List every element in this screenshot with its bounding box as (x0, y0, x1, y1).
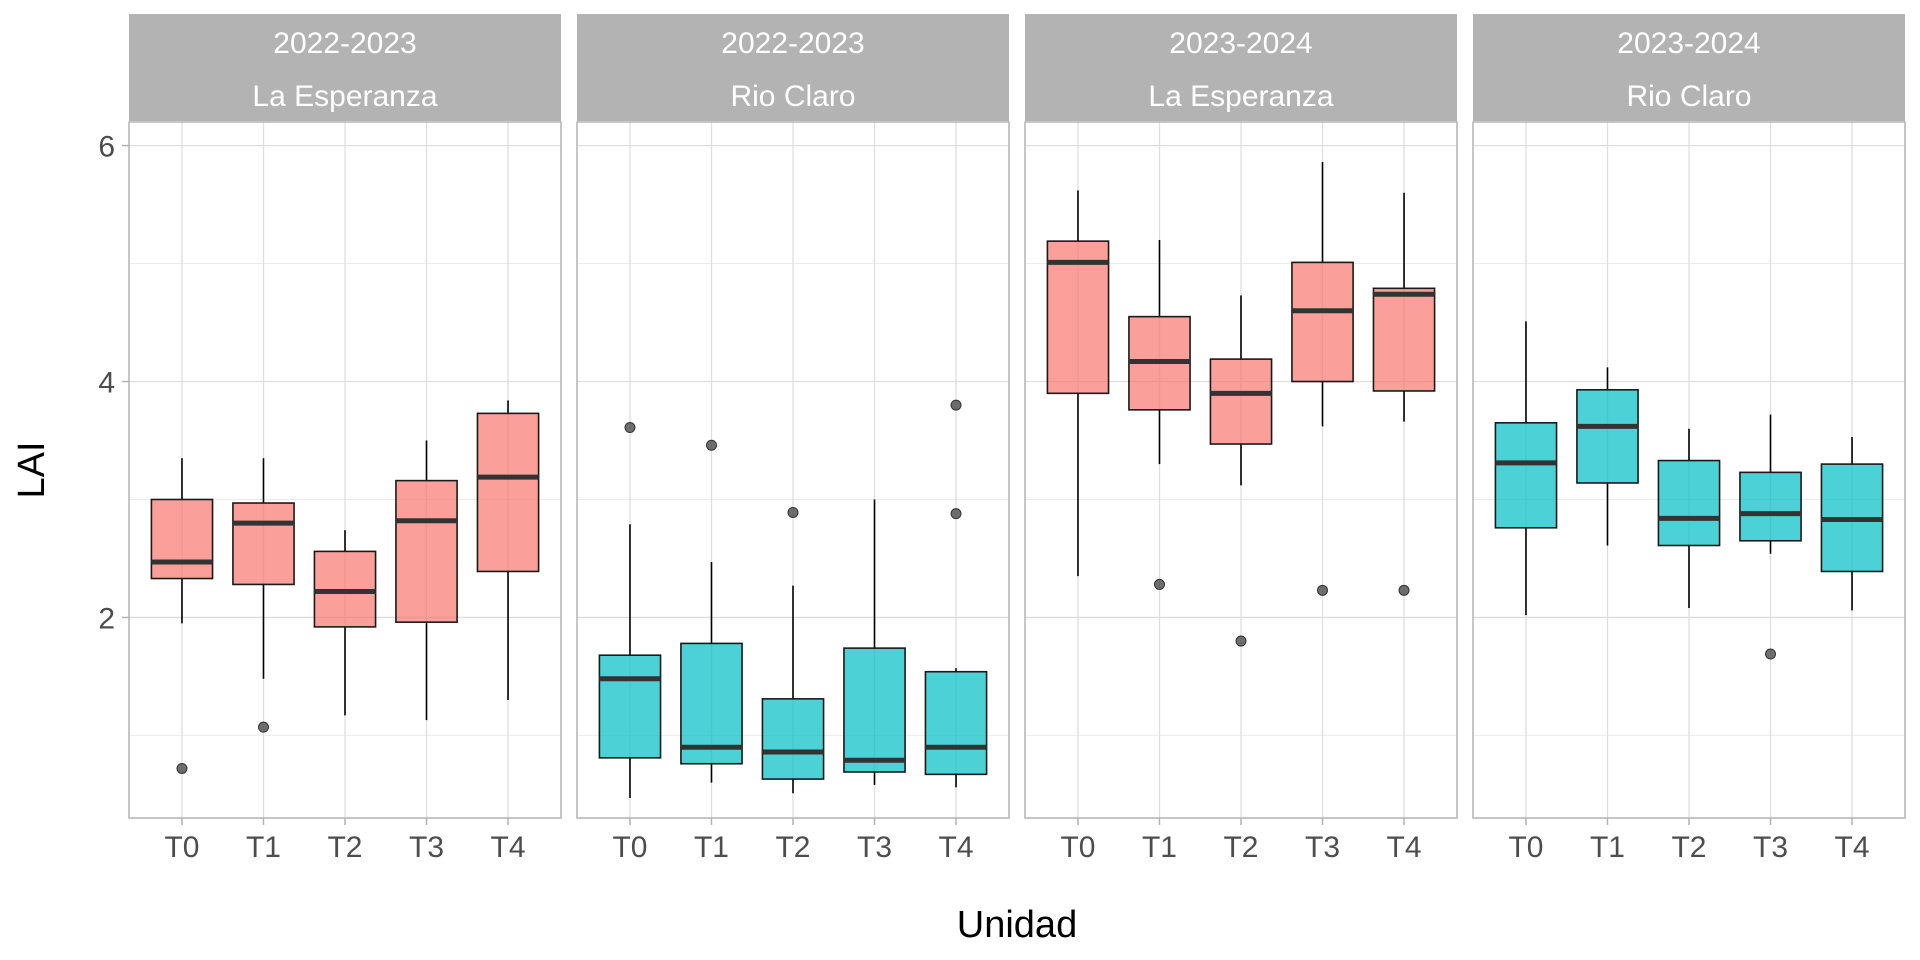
box-T0 (150, 458, 214, 774)
outlier-point (257, 721, 269, 733)
x-tick-label: T3 (1753, 831, 1788, 864)
box-T4 (1820, 436, 1884, 611)
box-iqr (761, 698, 825, 780)
x-tick-label: T0 (164, 831, 199, 864)
box-T2 (313, 530, 377, 716)
facet-site-label: La Esperanza (1148, 80, 1333, 113)
outlier-point (1765, 648, 1777, 660)
box-iqr (1209, 358, 1273, 445)
x-tick-label: T2 (775, 831, 810, 864)
box-T4 (476, 400, 540, 701)
x-axis-title: Unidad (957, 904, 1077, 946)
outlier-point (624, 422, 636, 434)
outlier-point (950, 508, 962, 520)
box-iqr (1576, 388, 1639, 484)
box-T3 (1739, 414, 1802, 660)
x-tick-label: T4 (1387, 831, 1422, 864)
facet-strip (577, 14, 1009, 121)
box-T3 (1291, 162, 1354, 596)
panel-3: 2023-2024 La Esperanza T0 T1 T2 T3 T4 (1024, 14, 1458, 864)
x-tick-label: T3 (857, 831, 892, 864)
x-tick-label: T3 (1305, 831, 1340, 864)
outlier-point (1235, 635, 1247, 647)
y-tick-label: 2 (98, 602, 115, 635)
x-tick-label: T1 (246, 831, 281, 864)
x-tick-label: T0 (1508, 831, 1543, 864)
box-iqr (232, 502, 295, 586)
x-tick-label: T4 (491, 831, 526, 864)
box-iqr (395, 479, 458, 623)
facet-site-label: Rio Claro (1626, 80, 1751, 113)
box-T0 (1046, 190, 1110, 577)
box-T1 (1576, 367, 1639, 546)
box-iqr (1739, 471, 1802, 542)
box-T3 (843, 499, 906, 785)
y-axis-title: LAI (11, 441, 53, 498)
box-T0 (598, 422, 662, 798)
panel-1: 2022-2023 La Esperanza T0 T1 T2 T3 T4 (128, 14, 562, 864)
x-tick-label: T1 (1142, 831, 1177, 864)
panel-4: 2023-2024 Rio Claro T0 T1 T2 T3 T4 (1472, 14, 1906, 864)
box-T1 (680, 439, 743, 783)
box-T4 (924, 399, 988, 788)
box-iqr (476, 412, 540, 573)
x-tick-label: T2 (1671, 831, 1706, 864)
x-tick-label: T1 (694, 831, 729, 864)
box-iqr (1046, 240, 1110, 395)
facet-season-label: 2023-2024 (1617, 27, 1760, 60)
facet-season-label: 2022-2023 (273, 27, 416, 60)
x-tick-label: T4 (939, 831, 974, 864)
y-tick-label: 4 (98, 367, 115, 400)
facet-strip (1473, 14, 1905, 121)
outlier-point (1317, 584, 1329, 596)
outlier-point (787, 506, 799, 518)
panel-2: 2022-2023 Rio Claro T0 T1 T2 T3 T4 (576, 14, 1010, 864)
box-T1 (1128, 239, 1191, 590)
x-tick-label: T2 (1223, 831, 1258, 864)
box-T2 (761, 506, 825, 794)
box-iqr (598, 654, 662, 759)
facet-season-label: 2023-2024 (1169, 27, 1312, 60)
box-T2 (1209, 295, 1273, 647)
box-iqr (1372, 287, 1436, 392)
outlier-point (176, 762, 188, 774)
x-tick-label: T3 (409, 831, 444, 864)
box-T3 (395, 440, 458, 721)
x-tick-label: T4 (1835, 831, 1870, 864)
outlier-point (1398, 584, 1410, 596)
outlier-point (950, 399, 962, 411)
facet-site-label: La Esperanza (252, 80, 437, 113)
facet-season-label: 2022-2023 (721, 27, 864, 60)
x-tick-label: T2 (327, 831, 362, 864)
box-iqr (150, 498, 214, 580)
x-tick-label: T1 (1590, 831, 1625, 864)
box-T1 (232, 458, 295, 733)
box-iqr (843, 647, 906, 773)
box-T2 (1657, 428, 1721, 609)
box-T0 (1494, 321, 1558, 616)
box-T4 (1372, 192, 1436, 596)
x-tick-label: T0 (1060, 831, 1095, 864)
box-iqr (1494, 422, 1558, 529)
outlier-point (1153, 578, 1165, 590)
box-iqr (680, 642, 743, 765)
x-tick-label: T0 (612, 831, 647, 864)
outlier-point (705, 439, 717, 451)
y-tick-label: 6 (98, 131, 115, 164)
y-axis: 2 4 6 (98, 131, 129, 635)
facet-site-label: Rio Claro (730, 80, 855, 113)
facet-strip (1025, 14, 1457, 121)
box-iqr (1291, 261, 1354, 383)
facet-strip (129, 14, 561, 121)
box-iqr (924, 670, 988, 776)
box-iqr (1657, 459, 1721, 547)
